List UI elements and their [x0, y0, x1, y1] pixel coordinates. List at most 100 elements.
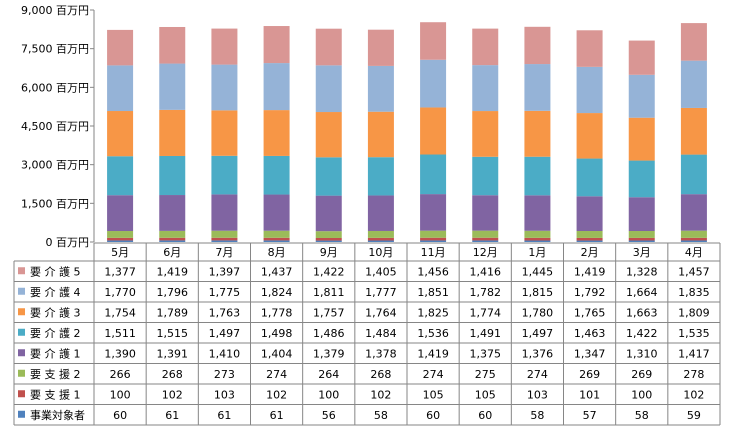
data-label: 273 [214, 368, 235, 381]
legend-label: 要 支 援 1 [30, 387, 81, 401]
legend-label: 要 介 護 2 [30, 326, 81, 340]
bar-segment [107, 65, 134, 112]
data-label: 1,811 [313, 286, 345, 299]
data-label: 60 [478, 409, 492, 422]
x-category-label: 8月 [268, 246, 286, 259]
data-label: 1,497 [522, 327, 554, 340]
data-label: 1,764 [365, 306, 397, 319]
data-label: 266 [110, 368, 131, 381]
legend-key [18, 287, 25, 295]
data-label: 1,422 [626, 327, 658, 340]
data-label: 1,824 [261, 286, 293, 299]
bar-segment [472, 111, 499, 157]
bar-segment [472, 156, 499, 196]
legend-label: 要 介 護 4 [30, 285, 81, 299]
data-label: 1,375 [470, 347, 502, 360]
data-label: 60 [113, 409, 127, 422]
bar-segment [367, 237, 394, 241]
data-label: 274 [527, 368, 548, 381]
bar-segment [159, 109, 186, 156]
bar-segment [211, 230, 238, 238]
data-label: 100 [631, 388, 652, 401]
x-category-label: 6月 [163, 246, 181, 259]
bar-segment [107, 231, 134, 238]
data-label: 1,535 [678, 327, 710, 340]
data-label: 1,536 [417, 327, 449, 340]
bar-segment [367, 29, 394, 66]
bar-segment [315, 237, 342, 241]
bar-segment [628, 74, 655, 118]
y-tick-label: 7,500 百万円 [21, 43, 89, 56]
bar-segment [107, 237, 134, 241]
bar-segment [263, 230, 290, 238]
bar-segment [211, 194, 238, 231]
data-label: 100 [110, 388, 131, 401]
data-label: 1,491 [470, 327, 502, 340]
data-label: 1,310 [626, 347, 658, 360]
bar-segment [472, 28, 499, 66]
bar-segment [576, 158, 603, 197]
bar-segment [576, 30, 603, 67]
legend-key [18, 410, 25, 418]
bar-segment [524, 26, 551, 65]
data-label: 1,410 [209, 347, 241, 360]
data-label: 1,445 [522, 265, 554, 278]
data-label: 1,511 [104, 327, 136, 340]
data-label: 1,390 [104, 347, 136, 360]
bar-segment [576, 237, 603, 241]
bar-segment [628, 40, 655, 75]
data-label: 1,486 [313, 327, 345, 340]
bar-segment [367, 157, 394, 196]
data-label: 1,815 [522, 286, 554, 299]
data-label: 61 [217, 409, 231, 422]
bar-segment [315, 28, 342, 66]
data-label: 1,419 [157, 265, 189, 278]
legend-label: 事業対象者 [30, 408, 85, 422]
data-label: 1,497 [209, 327, 241, 340]
data-label: 1,391 [157, 347, 189, 360]
data-label: 60 [426, 409, 440, 422]
data-label: 1,404 [261, 347, 293, 360]
data-label: 1,851 [417, 286, 449, 299]
bar-segment [628, 240, 655, 242]
bar-segment [159, 195, 186, 231]
data-label: 1,484 [365, 327, 397, 340]
data-label: 269 [631, 368, 652, 381]
data-label: 1,825 [417, 306, 449, 319]
data-label: 1,397 [209, 265, 241, 278]
y-tick-label: 3,000 百万円 [21, 159, 89, 172]
bar-segment [576, 230, 603, 238]
bar-segment [159, 26, 186, 64]
x-category-label: 5月 [111, 246, 129, 259]
data-label: 103 [527, 388, 548, 401]
data-label: 105 [423, 388, 444, 401]
data-label: 1,835 [678, 286, 710, 299]
bar-segment [472, 65, 499, 112]
data-label: 1,419 [417, 347, 449, 360]
bar-segment [420, 59, 447, 108]
data-label: 102 [370, 388, 391, 401]
data-label: 1,754 [104, 306, 136, 319]
data-label: 1,774 [470, 306, 502, 319]
bar-segment [680, 60, 707, 108]
bar-segment [628, 197, 655, 231]
data-label: 1,347 [574, 347, 606, 360]
data-label: 1,809 [678, 306, 710, 319]
data-label: 1,378 [365, 347, 397, 360]
data-label: 274 [266, 368, 287, 381]
bar-segment [315, 157, 342, 196]
x-category-label: 3月 [633, 246, 651, 259]
bar-segment [107, 195, 134, 232]
data-label: 58 [530, 409, 544, 422]
bar-segment [315, 65, 342, 113]
data-label: 1,498 [261, 327, 293, 340]
x-category-label: 10月 [368, 246, 393, 259]
x-category-label: 1月 [528, 246, 546, 259]
bar-segment [211, 28, 238, 65]
data-label: 61 [270, 409, 284, 422]
bar-segment [211, 110, 238, 156]
legend-key [18, 267, 25, 275]
legend-label: 要 介 護 5 [30, 264, 81, 278]
x-category-label: 11月 [421, 246, 446, 259]
